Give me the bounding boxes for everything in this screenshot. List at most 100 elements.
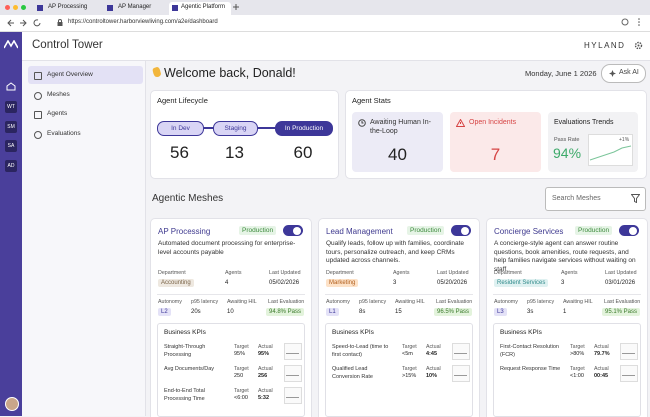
last-evaluation-label: Last Evaluation	[436, 299, 473, 305]
kpi-trend	[620, 365, 638, 382]
incidents-card[interactable]	[450, 112, 541, 172]
last-updated-value: 05/02/2026	[269, 280, 300, 286]
kpi-name: Request Response Time	[500, 366, 561, 372]
kpi-name: End-to-End Total Processing Time	[164, 388, 205, 402]
tab-title: AP Processing	[48, 4, 88, 10]
lifecycle-title: Agent Lifecycle	[157, 96, 208, 105]
stage-pill[interactable]: In Production	[275, 121, 333, 136]
search-box[interactable]: Search Meshes	[545, 187, 646, 211]
new-tab[interactable]	[233, 4, 239, 10]
awaiting-card[interactable]	[352, 112, 443, 172]
nav-label: Agent Overview	[47, 71, 93, 78]
mesh-card[interactable]: Concierge Services Production A concierge-…	[486, 218, 648, 417]
meshes-title: Agentic Meshes	[152, 193, 224, 204]
hil-label: Awaiting HIL	[563, 299, 593, 305]
stage-pill[interactable]: Staging	[213, 121, 258, 136]
filter-icon[interactable]	[631, 194, 640, 203]
divider	[157, 294, 305, 295]
tab-icon	[37, 5, 43, 11]
kpi-trend-line	[286, 397, 299, 398]
agents-label: Agents	[561, 270, 578, 276]
status-toggle[interactable]	[619, 225, 639, 236]
alert-icon	[456, 119, 465, 127]
kpi-trend-line	[454, 353, 467, 354]
workspace-badge[interactable]: AD	[5, 159, 17, 172]
status-toggle[interactable]	[283, 225, 303, 236]
nav-label: Meshes	[47, 90, 70, 98]
address-bar	[0, 15, 650, 32]
ask-ai-button[interactable]: Ask AI	[601, 64, 646, 83]
hil-value: 1	[563, 309, 567, 315]
settings-icon[interactable]	[634, 41, 643, 50]
browser-menu[interactable]	[621, 18, 645, 27]
workspace-badge[interactable]: SM	[5, 120, 17, 133]
nav-item[interactable]: Agents	[28, 105, 143, 123]
stage-pill[interactable]: In Dev	[157, 121, 204, 136]
nav-item[interactable]: Evaluations	[28, 125, 143, 143]
nav-label: Agents	[47, 110, 68, 117]
ai-icon	[609, 70, 616, 77]
mesh-name: Concierge Services	[494, 227, 564, 236]
hil-label: Awaiting HIL	[395, 299, 425, 305]
kpi-trend	[284, 365, 302, 382]
nav-icon	[34, 72, 42, 80]
tab-title: AP Manager	[118, 4, 152, 10]
kpi-actual-label: Actual	[594, 366, 609, 372]
kpi-target: >15%	[402, 373, 417, 379]
workspace-badge[interactable]: SA	[5, 140, 17, 152]
stage-count: 60	[293, 143, 313, 162]
stats-title: Agent Stats	[352, 96, 391, 105]
nav-label: Evaluations	[47, 129, 81, 137]
kpi-target-label: Target	[570, 344, 585, 350]
nav-buttons[interactable]	[6, 19, 52, 27]
nav-item[interactable]: Meshes	[28, 86, 143, 104]
greeting: Welcome back, Donald!	[164, 66, 296, 80]
last-evaluation-label: Last Evaluation	[604, 299, 641, 305]
kpi-actual-label: Actual	[594, 344, 609, 350]
nav-item[interactable]: Agent Overview	[28, 66, 143, 84]
window-minimize[interactable]	[13, 5, 18, 10]
clock-icon	[358, 119, 366, 127]
workspace-badge[interactable]: WT	[5, 101, 17, 113]
hil-value: 10	[227, 309, 234, 315]
autonomy-tag: L1	[326, 308, 339, 316]
nav-icon	[34, 130, 42, 139]
window-close[interactable]	[5, 5, 10, 10]
kpi-target: >80%	[570, 351, 585, 357]
ask-ai-label: Ask AI	[619, 69, 639, 76]
department-label: Department	[158, 270, 186, 276]
kpi-target-label: Target	[402, 344, 417, 350]
status-tag: Production	[239, 226, 277, 235]
last-updated-label: Last Updated	[437, 270, 469, 276]
mesh-card[interactable]: AP Processing Production Automated documen…	[150, 218, 312, 417]
date: Monday, June 1 2026	[525, 69, 597, 78]
mesh-name: AP Processing	[158, 227, 211, 236]
incidents-value: 7	[490, 145, 501, 164]
kpi-target-label: Target	[234, 344, 249, 350]
tab-active[interactable]: Agentic Platform	[169, 2, 231, 15]
evaluations-title: Evaluations Trends	[554, 119, 614, 126]
kpi-actual: 256	[258, 373, 268, 379]
status-toggle[interactable]	[451, 225, 471, 236]
evaluations-value: 94%	[553, 145, 582, 161]
tab[interactable]: AP Processing	[34, 2, 102, 14]
user-avatar[interactable]	[5, 397, 19, 411]
kpi-trend	[284, 387, 302, 404]
kpi-trend-line	[622, 375, 635, 376]
last-updated-value: 03/01/2026	[605, 280, 636, 286]
url[interactable]: https://controltower.harborviewliving.co…	[68, 19, 218, 25]
window-maximize[interactable]	[21, 5, 26, 10]
kpi-actual: 79.7%	[594, 351, 610, 357]
kpi-trend	[620, 343, 638, 360]
kpi-target: <1:00	[570, 373, 584, 379]
kpi-trend	[452, 343, 470, 360]
department-tag: Accounting	[158, 279, 194, 287]
evaluation-tag: 95.1% Pass	[602, 308, 641, 316]
home-icon[interactable]	[6, 82, 16, 91]
logo[interactable]	[4, 40, 18, 49]
tab[interactable]: AP Manager	[104, 2, 168, 14]
tab-bar	[0, 0, 650, 15]
agents-value: 3	[561, 280, 565, 286]
mesh-card[interactable]: Lead Management Production Qualify leads, …	[318, 218, 480, 417]
